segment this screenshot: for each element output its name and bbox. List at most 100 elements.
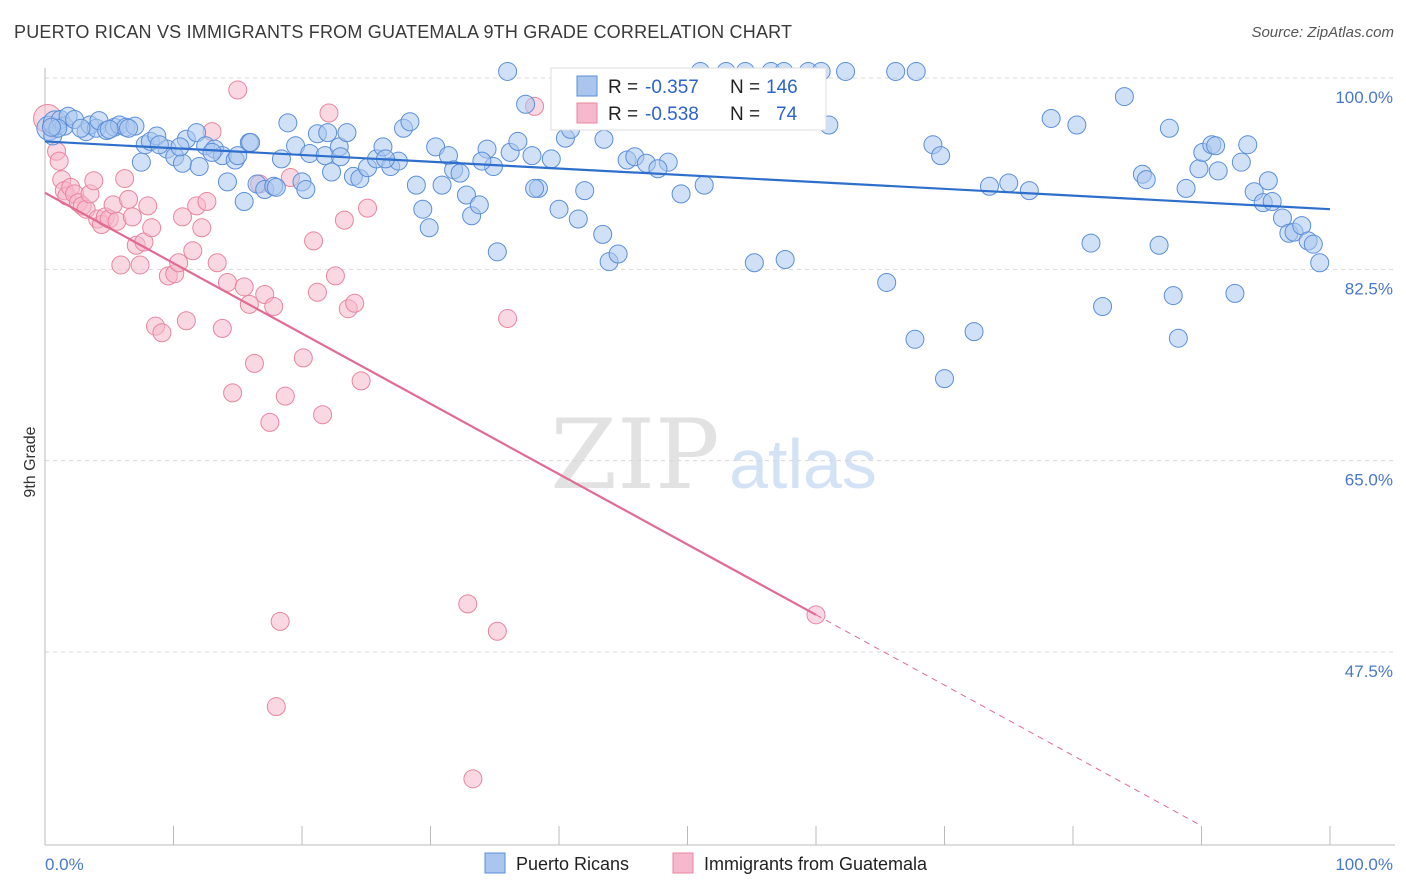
point-guatemala — [119, 189, 139, 209]
point-puerto-rican — [522, 146, 542, 166]
point-guatemala — [212, 318, 232, 338]
point-puerto-rican — [1136, 170, 1156, 190]
point-guatemala — [244, 353, 264, 373]
point-guatemala — [152, 323, 172, 343]
point-puerto-rican — [278, 113, 298, 133]
legend-swatch-blue — [576, 75, 598, 97]
legend-r-value-1: -0.357 — [645, 77, 699, 98]
point-puerto-rican — [775, 249, 795, 269]
point-puerto-rican — [593, 224, 613, 244]
series-puerto-ricans-points — [36, 61, 1330, 389]
point-guatemala — [264, 297, 284, 317]
point-puerto-rican — [1093, 297, 1113, 317]
point-puerto-rican — [905, 329, 925, 349]
point-puerto-rican — [671, 184, 691, 204]
x-ticks: 0.0% 100.0% — [45, 826, 1393, 874]
point-puerto-rican — [472, 151, 492, 171]
point-puerto-rican — [99, 119, 119, 139]
point-puerto-rican — [541, 149, 561, 169]
point-guatemala — [172, 207, 192, 227]
point-puerto-rican — [187, 123, 207, 143]
point-guatemala — [223, 383, 243, 403]
series-legend: Puerto Ricans Immigrants from Guatemala — [484, 852, 928, 874]
legend-n-value-1: 146 — [766, 77, 798, 98]
y-tick-labels: 47.5% 65.0% 82.5% 100.0% — [1335, 88, 1393, 681]
point-puerto-rican — [498, 61, 518, 81]
point-guatemala — [228, 80, 248, 100]
point-guatemala — [498, 309, 518, 329]
y-tick-label-3: 100.0% — [1335, 88, 1393, 107]
point-puerto-rican — [322, 162, 342, 182]
point-puerto-rican — [1019, 181, 1039, 201]
point-puerto-rican — [71, 118, 91, 138]
trend-line-puerto-ricans — [44, 140, 1331, 211]
point-puerto-rican — [575, 181, 595, 201]
point-puerto-rican — [149, 135, 169, 155]
point-guatemala — [334, 210, 354, 230]
x-tick-label-100: 100.0% — [1335, 855, 1393, 874]
point-guatemala — [313, 405, 333, 425]
bottom-legend-swatch-pink — [672, 852, 694, 874]
point-puerto-rican — [1114, 87, 1134, 107]
point-puerto-rican — [1206, 136, 1226, 156]
point-puerto-rican — [1163, 286, 1183, 306]
point-puerto-rican — [131, 152, 151, 172]
point-puerto-rican — [516, 94, 536, 114]
point-guatemala — [142, 218, 162, 238]
legend-n-value-2: 74 — [776, 104, 798, 125]
point-puerto-rican — [508, 131, 528, 151]
point-puerto-rican — [877, 272, 897, 292]
point-puerto-rican — [906, 61, 926, 81]
point-puerto-rican — [1067, 115, 1087, 135]
point-puerto-rican — [432, 175, 452, 195]
point-puerto-rican — [931, 146, 951, 166]
point-guatemala — [115, 169, 135, 189]
point-guatemala — [207, 253, 227, 273]
legend-r-label-2: R = — [608, 104, 638, 125]
point-puerto-rican — [406, 175, 426, 195]
point-puerto-rican — [1159, 118, 1179, 138]
trend-lines — [44, 140, 1331, 827]
trend-line-guatemala — [44, 191, 817, 616]
y-tick-label-2: 82.5% — [1345, 279, 1393, 298]
point-puerto-rican — [172, 153, 192, 173]
point-puerto-rican — [266, 177, 286, 197]
axes — [44, 68, 1395, 846]
point-puerto-rican — [694, 175, 714, 195]
point-puerto-rican — [594, 129, 614, 149]
point-puerto-rican — [1303, 234, 1323, 254]
point-puerto-rican — [1258, 171, 1278, 191]
point-puerto-rican — [189, 157, 209, 177]
point-puerto-rican — [886, 61, 906, 81]
point-guatemala — [192, 218, 212, 238]
point-puerto-rican — [469, 195, 489, 215]
point-guatemala — [138, 196, 158, 216]
point-puerto-rican — [487, 242, 507, 262]
legend-r-label-1: R = — [608, 77, 638, 98]
point-guatemala — [293, 348, 313, 368]
point-puerto-rican — [400, 112, 420, 132]
point-guatemala — [122, 207, 142, 227]
point-puerto-rican — [202, 142, 222, 162]
point-puerto-rican — [337, 123, 357, 143]
point-puerto-rican — [296, 180, 316, 200]
point-guatemala — [304, 231, 324, 251]
watermark-zip: ZIP — [550, 399, 719, 511]
point-puerto-rican — [217, 172, 237, 192]
bottom-legend-label-1: Puerto Ricans — [516, 854, 629, 874]
point-puerto-rican — [119, 118, 139, 138]
point-guatemala — [345, 293, 365, 313]
point-puerto-rican — [1041, 108, 1061, 128]
point-puerto-rican — [568, 209, 588, 229]
y-tick-label-0: 47.5% — [1345, 662, 1393, 681]
point-puerto-rican — [450, 163, 470, 183]
point-guatemala — [325, 266, 345, 286]
point-guatemala — [266, 697, 286, 717]
trend-line-guatemala-extension — [815, 614, 1202, 827]
point-guatemala — [319, 103, 339, 123]
legend-n-label-2: N = — [730, 104, 760, 125]
point-puerto-rican — [999, 173, 1019, 193]
point-guatemala — [111, 255, 131, 275]
point-puerto-rican — [1231, 152, 1251, 172]
point-guatemala — [307, 282, 327, 302]
